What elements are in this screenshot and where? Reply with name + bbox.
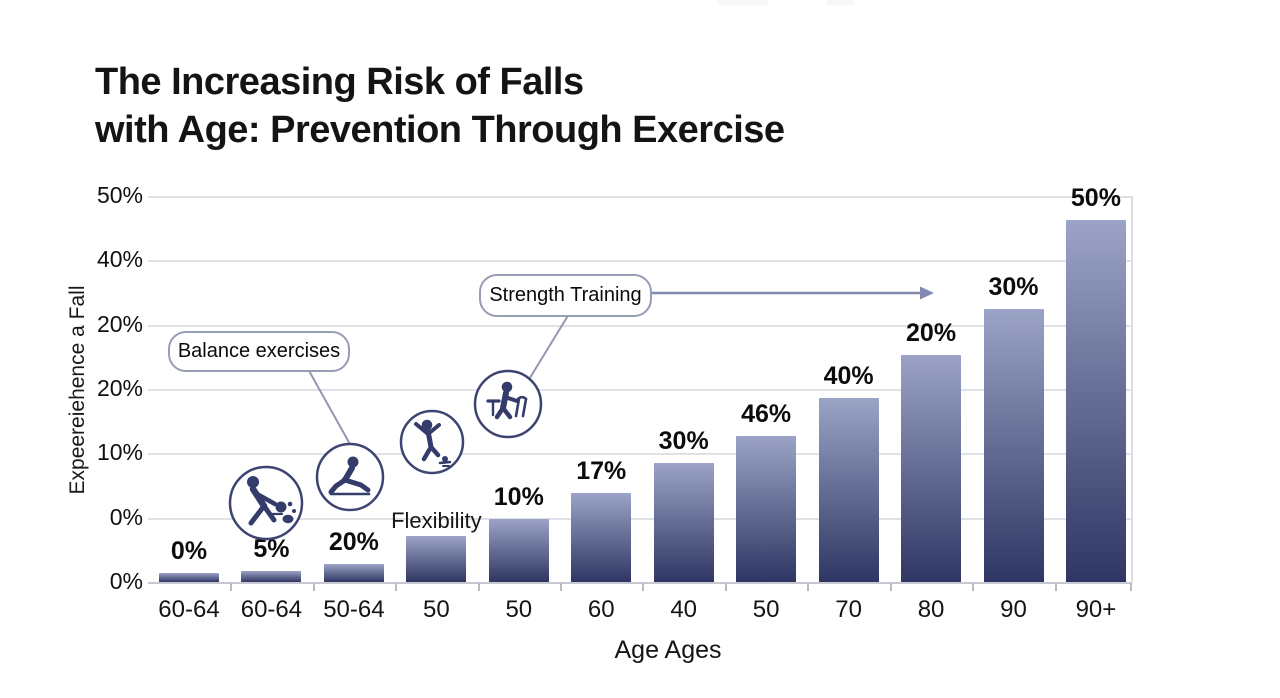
bar-value-label: 0% [170,537,208,565]
bar-50 [406,536,467,582]
bar-value-label: 17% [576,457,627,485]
baseline-tick [560,583,563,591]
bar-60-64 [241,571,302,582]
x-tick-label: 60-64 [240,596,303,623]
x-tick-label: 80 [917,596,945,623]
gridline [148,324,1132,327]
bar-value-label: 50% [1070,184,1121,212]
x-tick-label: 90 [1000,596,1027,623]
chart-title-line2: with Age: Prevention Through Exercise [95,109,785,151]
bar-70 [818,398,879,582]
gridline [148,196,1132,198]
baseline-tick [395,583,398,591]
y-tick-label: 10% [96,439,143,466]
top-edge-artifact [718,0,768,5]
chart-title-line1: The Increasing Risk of Falls [95,61,584,103]
baseline-tick [477,583,480,591]
x-tick-label: 70 [835,596,862,623]
bar-90+ [1065,220,1126,582]
y-tick-label: 0% [109,503,143,530]
bar-60-64 [159,573,219,582]
baseline-tick [807,583,810,591]
baseline-tick [972,583,975,591]
baseline-tick [230,583,233,591]
gridline [148,517,1132,520]
top-edge-artifact [827,0,854,5]
bar-value-label: 10% [493,483,544,511]
x-tick-label: 50 [505,596,533,623]
balance-exercises-callout: Balance exercises [168,331,350,372]
y-tick-label: 20% [96,375,143,401]
x-tick-label: 90+ [1075,596,1117,623]
chart-title: The Increasing Risk of Falls with Age: P… [95,58,785,154]
x-tick-label: 60-64 [158,596,220,623]
baseline-tick [1130,583,1132,591]
baseline-tick [889,583,892,591]
gridline [148,453,1132,456]
baseline-tick [1054,583,1057,591]
bar-50-64 [323,564,384,582]
bar-value-label: 46% [741,400,792,428]
x-tick-label: 50 [422,596,450,623]
gridline [148,260,1132,263]
bar-50 [488,519,549,582]
x-tick-label: 50 [752,596,780,623]
x-tick-label: 50-64 [323,596,385,623]
bar-50 [736,436,797,582]
bar-value-label: Flexibility [391,508,482,533]
bar-value-label: 30% [658,427,709,455]
bar-40 [653,463,714,582]
gridline [148,389,1132,391]
bar-90 [983,309,1044,582]
bar-value-label: 40% [823,362,874,390]
baseline-tick [312,583,315,591]
y-tick-label: 50% [96,182,143,208]
bar-value-label: 20% [906,319,957,347]
baseline-tick [724,583,727,591]
x-tick-label: 60 [587,596,615,623]
balance-exercises-label: Balance exercises [177,340,341,362]
x-tick-label: 40 [670,596,698,623]
bar-60 [571,493,632,582]
bar-value-label: 20% [328,528,379,556]
y-tick-label: 40% [96,246,143,273]
strength-training-callout: Strength Training [479,274,652,317]
y-tick-label: 20% [96,310,143,337]
y-tick-label: 0% [109,568,143,594]
gridline [148,582,1132,584]
plot-right-border [1131,196,1133,582]
bar-80 [901,355,962,582]
bar-value-label: 30% [988,273,1039,301]
strength-training-label: Strength Training [489,284,642,306]
x-axis-title: Age Ages [614,636,722,664]
baseline-tick [642,583,645,591]
